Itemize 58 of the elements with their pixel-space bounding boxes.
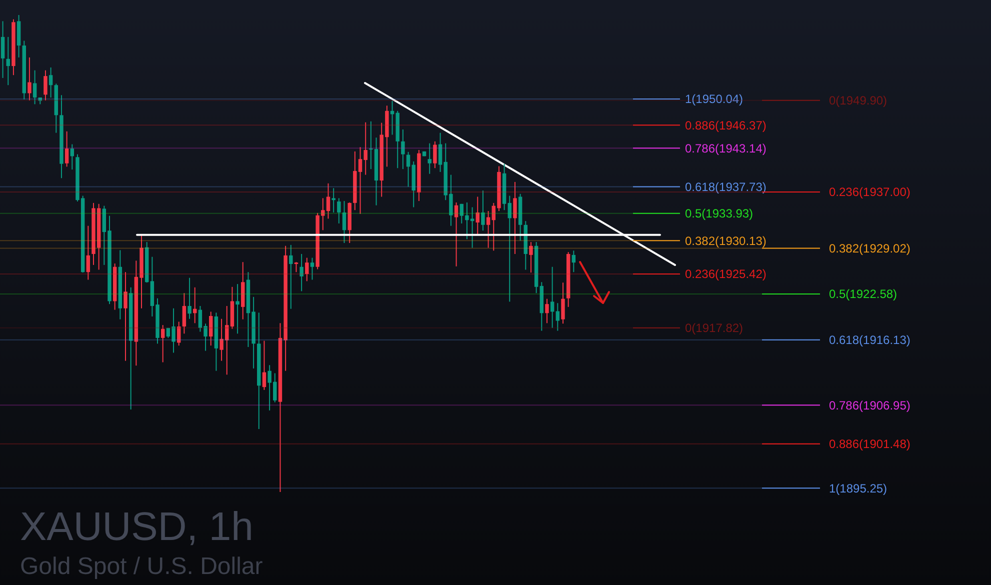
candlestick <box>550 266 554 328</box>
text: XAUUSD, 1h <box>20 505 254 549</box>
text: 0.886(1946.37) <box>685 118 766 132</box>
text: 0.886(1901.48) <box>829 437 910 452</box>
text: 1(1895.25) <box>829 481 888 496</box>
candlestick <box>209 311 213 346</box>
candlestick <box>476 196 480 235</box>
candlestick <box>332 188 336 213</box>
candlestick <box>44 70 48 101</box>
candlestick <box>236 284 240 334</box>
candlestick <box>0 20 5 78</box>
text: 0.618(1937.73) <box>685 180 766 194</box>
candlestick <box>481 190 485 232</box>
candlestick <box>556 302 560 332</box>
text: 0(1949.90) <box>829 94 888 108</box>
candlestick <box>6 36 10 86</box>
candlestick <box>182 292 186 334</box>
text: 0.382(1930.13) <box>685 234 766 248</box>
text: 0.5(1933.93) <box>685 206 754 221</box>
candlestick <box>86 225 90 280</box>
candlestick <box>310 257 314 280</box>
candlestick <box>337 198 341 224</box>
candlestick <box>124 272 128 362</box>
candlestick <box>294 262 298 273</box>
text: 0.786(1906.95) <box>829 398 910 412</box>
text: 0.786(1943.14) <box>685 141 766 156</box>
candlestick <box>300 253 304 292</box>
candlestick <box>342 200 346 244</box>
candlestick <box>28 56 32 101</box>
candlestick <box>508 195 512 302</box>
candlestick <box>428 142 432 174</box>
candlestick <box>572 250 576 273</box>
text: 0.5(1922.58) <box>829 287 898 302</box>
candlestick <box>401 128 405 170</box>
candlestick <box>529 242 533 274</box>
candlestick <box>262 340 266 390</box>
candlestick <box>176 321 181 346</box>
text: 0.382(1929.02) <box>829 241 910 256</box>
candlestick <box>433 140 437 169</box>
candlestick <box>64 130 69 168</box>
candlestick <box>70 144 74 170</box>
candlestick <box>561 282 565 324</box>
text: 0(1917.82) <box>685 321 744 336</box>
candlestick <box>48 66 53 98</box>
text: Gold Spot / U.S. Dollar <box>20 553 263 580</box>
candlestick <box>454 202 458 267</box>
candlestick <box>305 257 309 282</box>
candlestick <box>188 277 192 320</box>
text: 0.236(1925.42) <box>685 267 766 282</box>
text: 1(1950.04) <box>685 92 744 106</box>
candlestick <box>513 181 517 254</box>
candlestick <box>160 324 165 363</box>
candlestick <box>486 210 490 248</box>
candlestick <box>545 298 549 324</box>
text: 0.618(1916.13) <box>829 333 910 348</box>
candlestick <box>289 244 293 310</box>
candlestick <box>32 70 37 105</box>
text: 0.236(1937.00) <box>829 185 910 200</box>
